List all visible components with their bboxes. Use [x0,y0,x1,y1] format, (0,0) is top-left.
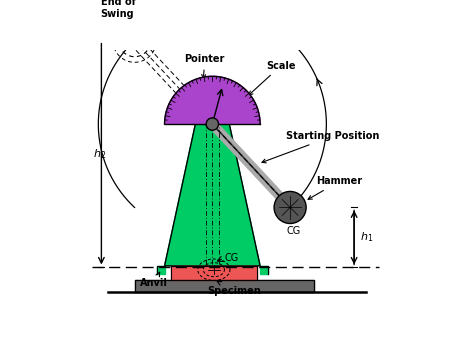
Text: Hammer: Hammer [308,176,363,199]
Polygon shape [171,266,257,280]
Polygon shape [164,76,260,124]
Text: Anvil: Anvil [140,272,168,288]
Polygon shape [135,280,314,292]
Text: Pointer: Pointer [184,55,225,79]
Text: $h_2$: $h_2$ [93,147,107,161]
Text: Starting Position: Starting Position [262,131,379,163]
Polygon shape [157,266,164,274]
Circle shape [274,191,306,224]
Text: Specimen: Specimen [208,281,262,295]
Polygon shape [164,124,260,266]
Text: Scale: Scale [249,61,296,95]
Polygon shape [260,266,268,274]
Circle shape [206,118,219,130]
Text: CG: CG [286,225,301,236]
Text: CG: CG [224,253,238,263]
Text: End of
Swing: End of Swing [100,0,136,19]
Text: $h_1$: $h_1$ [360,230,373,244]
